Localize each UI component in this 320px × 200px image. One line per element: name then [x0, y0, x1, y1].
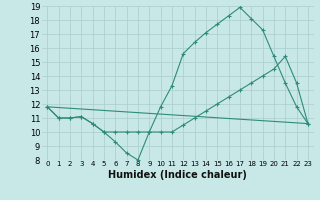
- X-axis label: Humidex (Indice chaleur): Humidex (Indice chaleur): [108, 170, 247, 180]
